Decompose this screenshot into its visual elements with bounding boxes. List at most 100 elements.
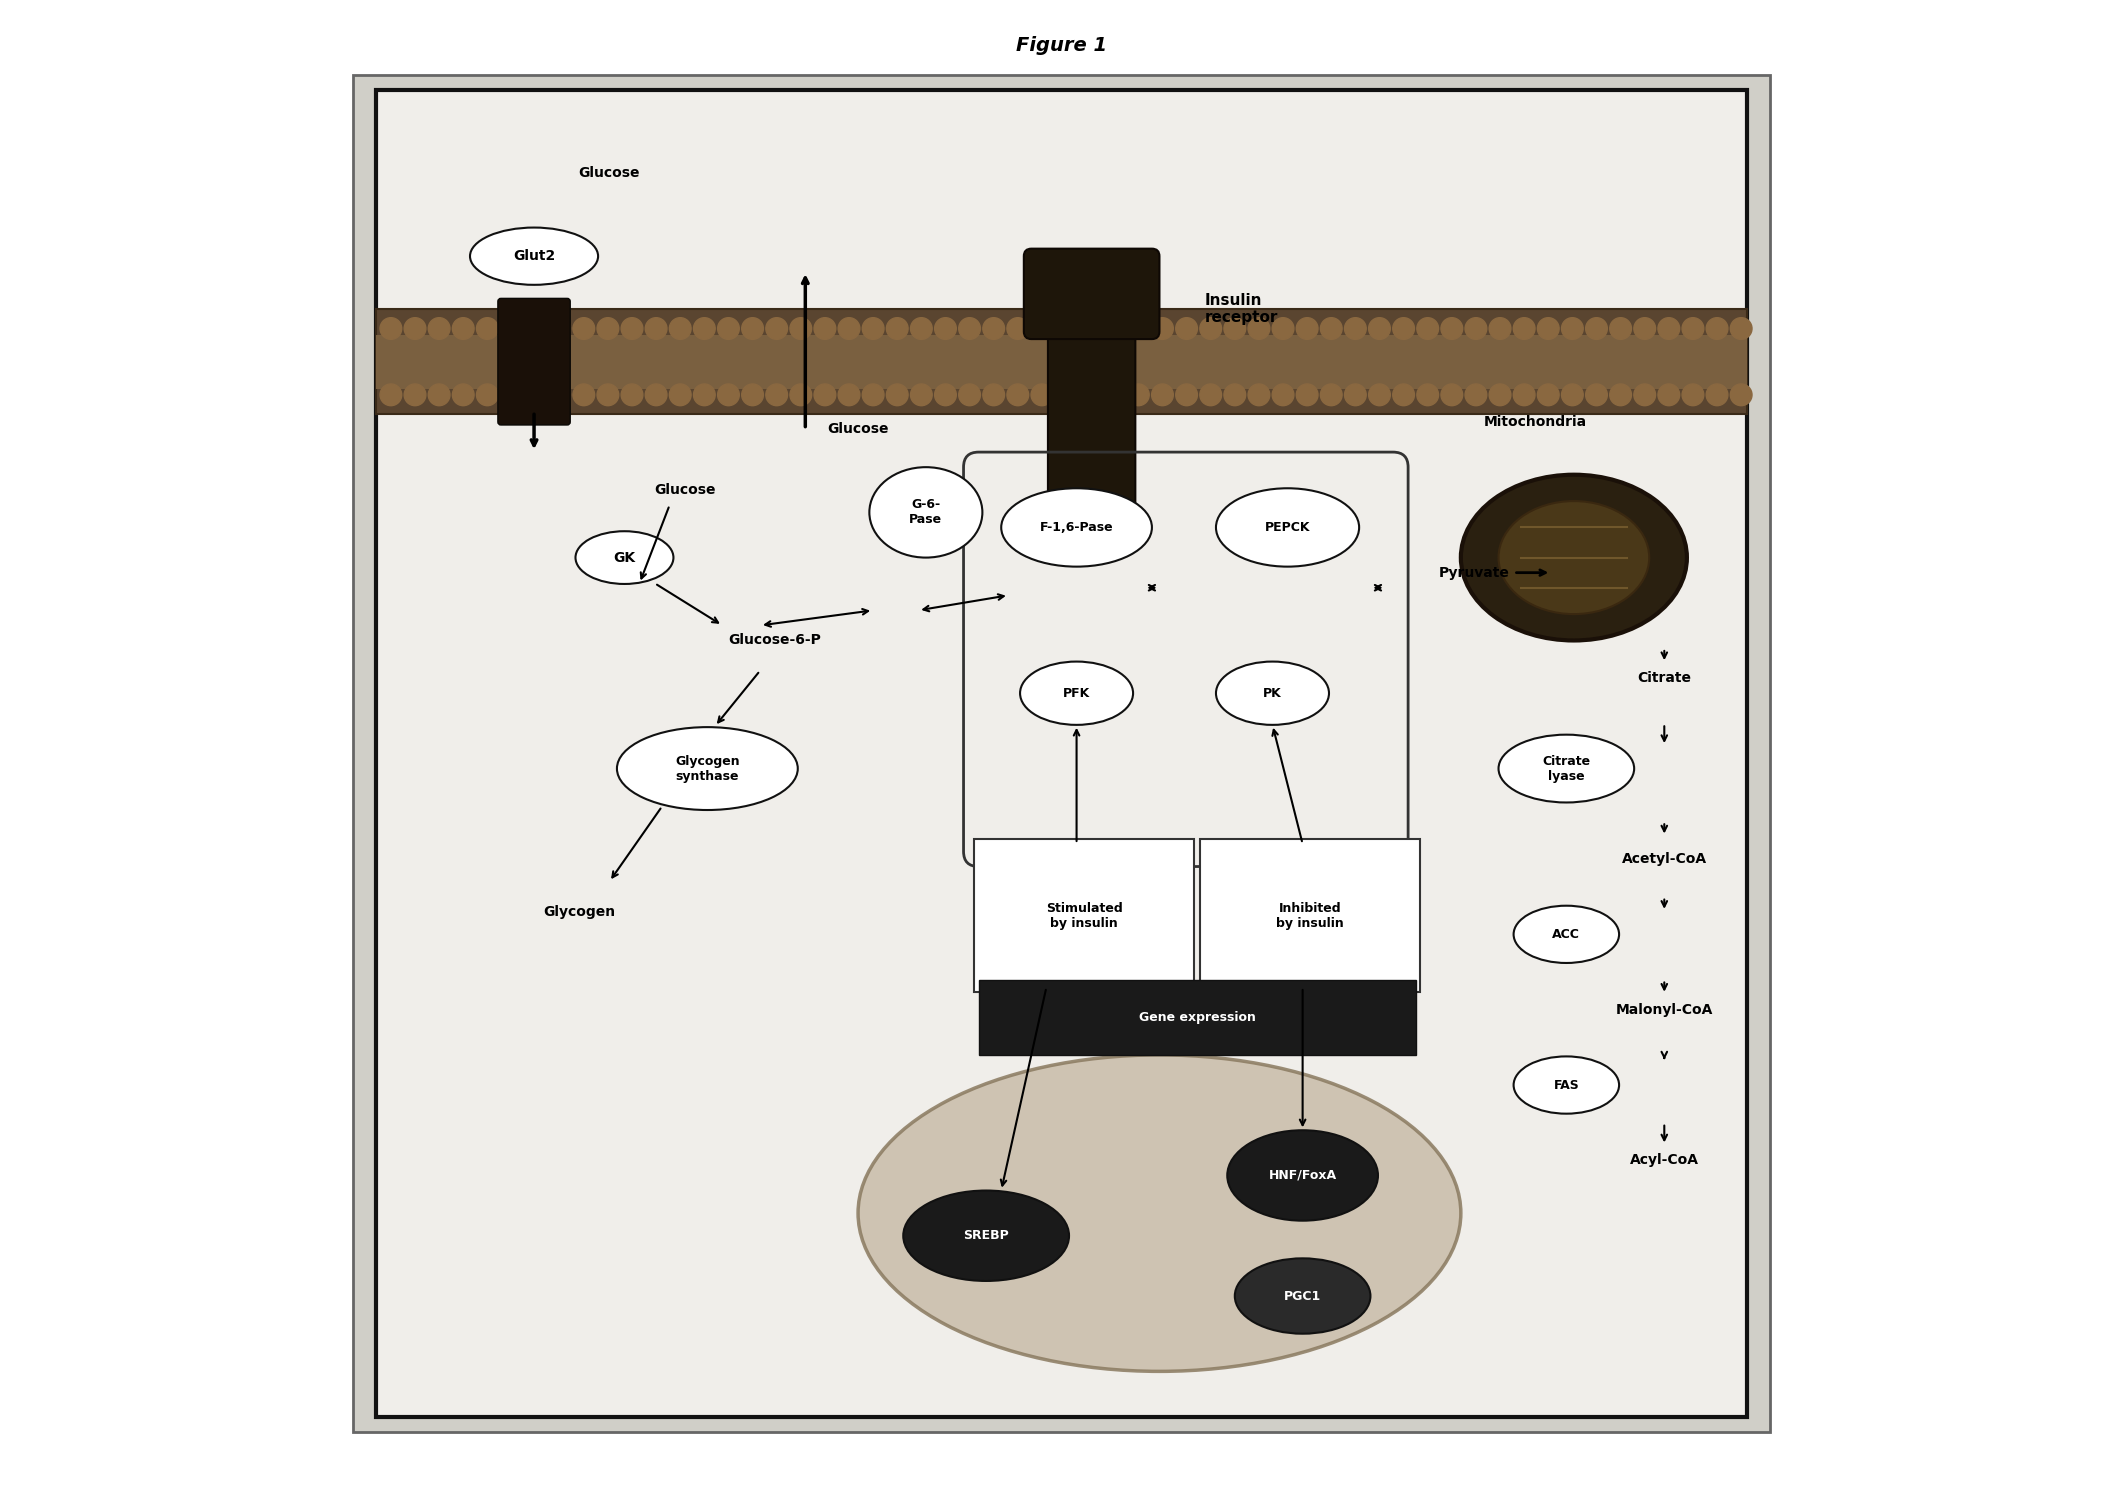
Circle shape [1321,384,1342,405]
Circle shape [1297,384,1318,405]
Text: Pyruvate: Pyruvate [1437,565,1509,580]
Circle shape [1078,384,1102,405]
FancyBboxPatch shape [499,298,571,425]
Circle shape [622,318,643,339]
FancyBboxPatch shape [376,335,1747,389]
Text: G-6-
Pase: G-6- Pase [909,499,943,526]
Circle shape [1104,384,1125,405]
Circle shape [1006,318,1030,339]
Circle shape [1586,318,1607,339]
Circle shape [1537,384,1558,405]
Ellipse shape [575,532,673,585]
Circle shape [1006,384,1030,405]
Circle shape [1321,318,1342,339]
Circle shape [1465,318,1486,339]
Circle shape [1032,318,1053,339]
Circle shape [550,384,571,405]
Circle shape [790,384,811,405]
Ellipse shape [1514,1056,1620,1114]
Text: F-1,6-Pase: F-1,6-Pase [1040,521,1112,533]
Text: Citrate: Citrate [1637,671,1692,686]
Circle shape [1658,318,1679,339]
Text: ACC: ACC [1552,928,1580,940]
Circle shape [887,384,909,405]
Circle shape [1225,384,1246,405]
Circle shape [1248,384,1270,405]
Ellipse shape [1461,475,1688,640]
Circle shape [1586,384,1607,405]
Circle shape [476,384,499,405]
Ellipse shape [469,228,599,285]
Text: PGC1: PGC1 [1284,1290,1321,1302]
Circle shape [429,318,450,339]
Circle shape [645,318,667,339]
Circle shape [1609,384,1630,405]
Text: Acetyl-CoA: Acetyl-CoA [1622,851,1707,867]
Circle shape [1465,384,1486,405]
Circle shape [1488,318,1512,339]
Circle shape [694,318,715,339]
Text: Glucose: Glucose [654,482,715,497]
Circle shape [669,318,692,339]
Circle shape [501,318,522,339]
Circle shape [573,318,594,339]
FancyBboxPatch shape [376,90,1747,1417]
Circle shape [1681,318,1705,339]
Circle shape [1635,384,1656,405]
Circle shape [887,318,909,339]
Circle shape [1199,318,1221,339]
Circle shape [983,318,1004,339]
Circle shape [1369,318,1391,339]
Circle shape [1078,318,1102,339]
Circle shape [1151,318,1174,339]
Circle shape [813,318,836,339]
Circle shape [1104,318,1125,339]
Circle shape [452,318,473,339]
Circle shape [403,384,427,405]
Circle shape [934,318,955,339]
Circle shape [1032,384,1053,405]
Circle shape [960,318,981,339]
Circle shape [960,384,981,405]
Circle shape [1609,318,1630,339]
Circle shape [1297,318,1318,339]
Circle shape [1730,318,1751,339]
Circle shape [524,384,546,405]
Circle shape [911,318,932,339]
Circle shape [983,384,1004,405]
Circle shape [839,384,860,405]
Ellipse shape [858,1055,1461,1371]
Circle shape [1730,384,1751,405]
Circle shape [1344,318,1367,339]
Circle shape [934,384,955,405]
Ellipse shape [1514,906,1620,963]
Ellipse shape [1499,500,1650,615]
Circle shape [1369,384,1391,405]
Circle shape [1707,318,1728,339]
Text: Acyl-CoA: Acyl-CoA [1630,1153,1698,1168]
Circle shape [403,318,427,339]
Circle shape [1537,318,1558,339]
Circle shape [597,384,618,405]
Circle shape [1055,384,1076,405]
Circle shape [1272,318,1293,339]
Circle shape [380,318,401,339]
Circle shape [766,384,788,405]
Circle shape [1344,384,1367,405]
Text: Citrate
lyase: Citrate lyase [1541,755,1590,782]
Circle shape [862,318,883,339]
Circle shape [694,384,715,405]
Circle shape [380,384,401,405]
Circle shape [622,384,643,405]
Text: Stimulated
by insulin: Stimulated by insulin [1047,903,1123,930]
Ellipse shape [1002,488,1153,567]
Circle shape [597,318,618,339]
Text: Glycogen: Glycogen [543,904,616,919]
Circle shape [1563,384,1584,405]
Circle shape [1514,384,1535,405]
Ellipse shape [1019,662,1134,725]
Ellipse shape [1227,1130,1378,1221]
Circle shape [790,318,811,339]
Circle shape [1488,384,1512,405]
Circle shape [1151,384,1174,405]
